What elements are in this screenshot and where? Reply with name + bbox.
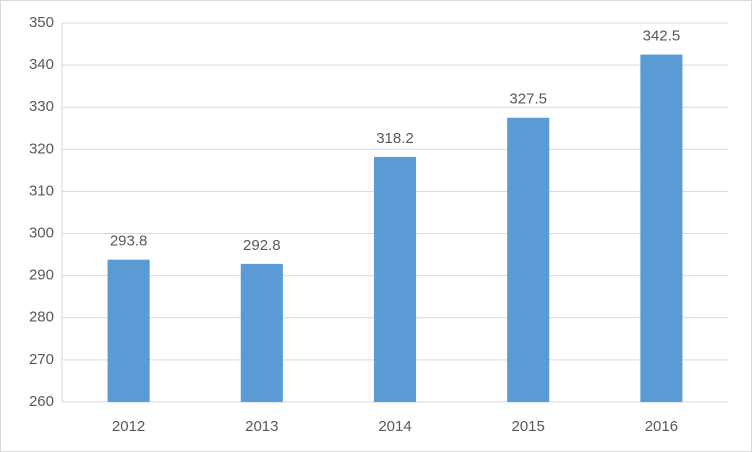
bar	[107, 259, 150, 402]
y-tick-label: 320	[29, 140, 54, 157]
y-tick-label: 330	[29, 98, 54, 115]
y-tick-label: 270	[29, 351, 54, 368]
y-tick-label: 260	[29, 393, 54, 410]
bar	[240, 263, 283, 402]
data-label: 327.5	[509, 91, 547, 108]
y-tick-label: 290	[29, 267, 54, 284]
y-tick-label: 280	[29, 309, 54, 326]
x-tick-label: 2015	[512, 418, 545, 435]
x-tick-label: 2013	[245, 418, 278, 435]
y-tick-label: 310	[29, 182, 54, 199]
data-label: 318.2	[376, 130, 414, 147]
data-label: 293.8	[110, 233, 148, 250]
y-tick-label: 300	[29, 225, 54, 242]
bar	[373, 156, 417, 402]
y-tick-label: 350	[29, 14, 54, 31]
data-label: 342.5	[643, 28, 681, 45]
x-tick-label: 2012	[112, 418, 145, 435]
x-tick-label: 2014	[378, 418, 411, 435]
bar	[640, 54, 683, 402]
y-tick-label: 340	[29, 56, 54, 73]
bar	[507, 117, 550, 402]
data-label: 292.8	[243, 237, 281, 254]
x-tick-label: 2016	[645, 418, 678, 435]
